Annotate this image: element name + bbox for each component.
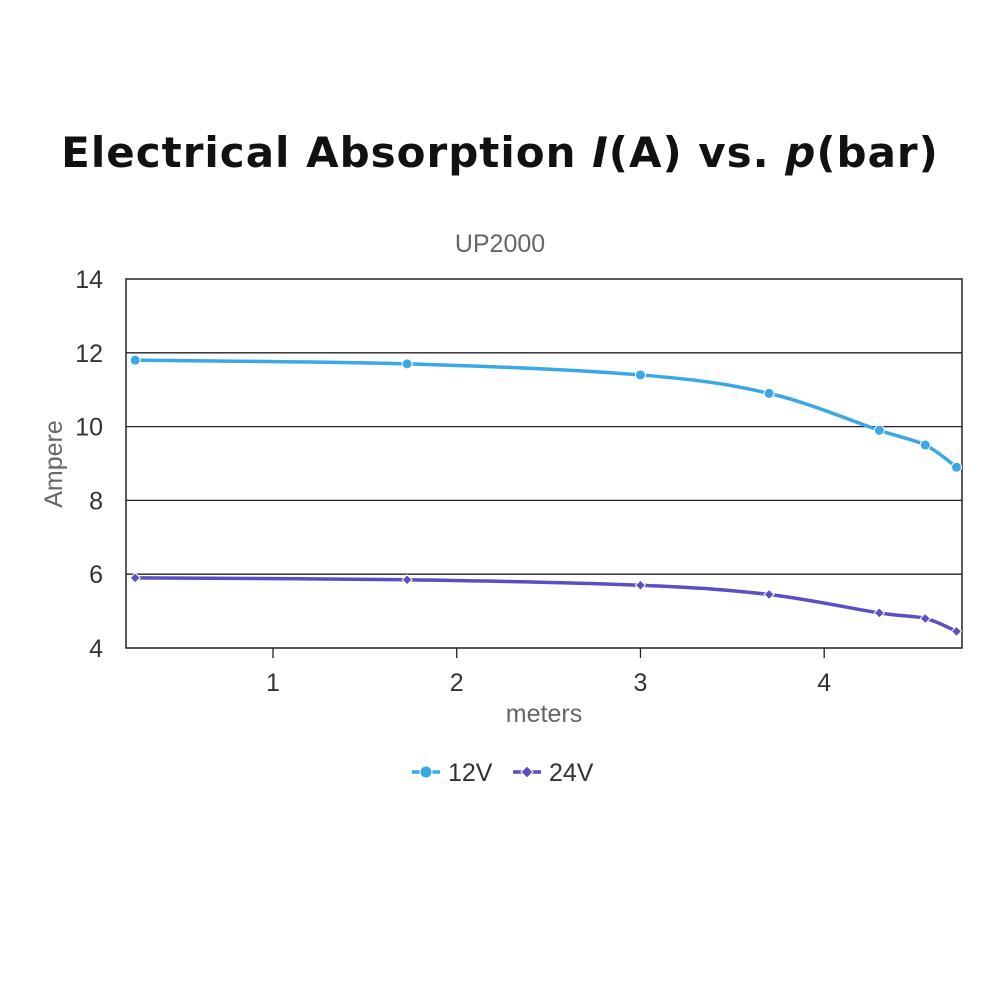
data-point-12v-6 [919, 439, 931, 451]
series-12v [129, 354, 962, 473]
y-tick-label-4: 4 [89, 635, 103, 663]
data-point-24v-6 [919, 612, 931, 625]
grid-layer [126, 352, 962, 575]
legend-marker-12v [419, 765, 433, 779]
data-point-24v-1 [129, 572, 141, 584]
data-point-12v-3 [634, 369, 646, 381]
series-line-24v [133, 576, 959, 634]
y-tick-label-12: 12 [75, 340, 103, 368]
chart-title: Electrical Absorption I(A) vs. p(bar) [0, 128, 1000, 177]
x-tick-label-2: 2 [450, 669, 464, 697]
data-point-24v-4 [763, 588, 775, 601]
x-tick-label-1: 1 [266, 669, 280, 697]
y-tick-label-10: 10 [75, 414, 103, 442]
series-24v [129, 572, 963, 638]
data-point-12v-4 [763, 387, 775, 399]
y-tick-label-8: 8 [89, 487, 103, 515]
data-point-12v-5 [873, 424, 885, 436]
legend-item-24v: 24V [513, 759, 594, 787]
data-point-24v-7 [950, 625, 963, 638]
y-axis-label: Ampere [40, 420, 68, 508]
plot-frame [125, 278, 963, 649]
data-point-12v-7 [950, 461, 962, 473]
legend-label-12v: 12V [448, 759, 493, 787]
title-variable-pressure: p [785, 128, 817, 177]
title-variable-current: I [592, 128, 609, 177]
y-tick-label-14: 14 [75, 266, 103, 294]
title-part-3: (bar) [816, 128, 939, 177]
title-part-2: (A) vs. [608, 128, 786, 177]
data-point-12v-2 [401, 358, 413, 370]
y-tick-label-6: 6 [89, 561, 103, 589]
series-layer [129, 354, 963, 638]
data-point-24v-3 [634, 579, 647, 591]
x-tick-label-4: 4 [817, 669, 831, 697]
x-tick-label-3: 3 [634, 669, 648, 697]
legend-label-24v: 24V [549, 759, 594, 787]
data-point-12v-1 [129, 354, 141, 366]
legend-marker-24v [520, 765, 534, 779]
chart-subtitle: UP2000 [455, 230, 545, 258]
x-axis-label: meters [506, 700, 582, 728]
data-point-24v-5 [873, 607, 886, 619]
title-part-1: Electrical Absorption [61, 128, 593, 177]
legend: 12V 24V [412, 759, 594, 787]
series-line-12v [133, 358, 959, 469]
data-point-24v-2 [401, 574, 413, 586]
legend-item-12v: 12V [412, 759, 493, 787]
